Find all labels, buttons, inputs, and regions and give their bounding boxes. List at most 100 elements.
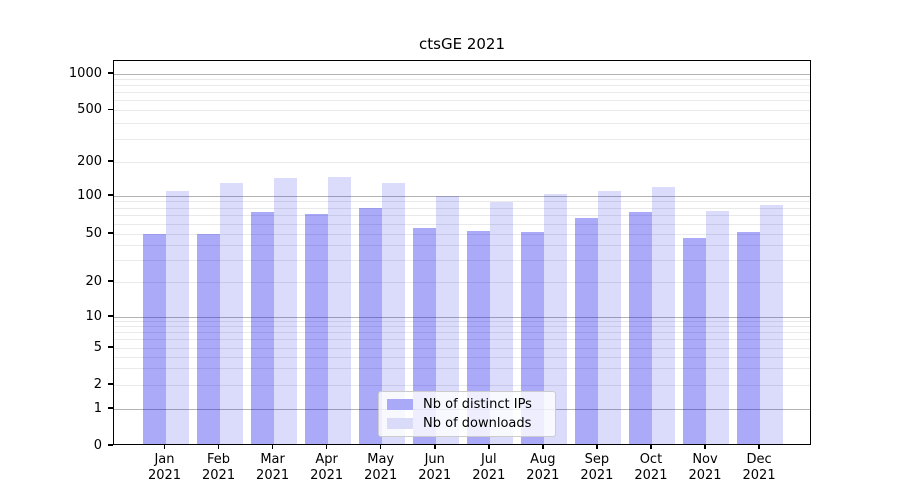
bar-distinct-ips-may [358, 207, 382, 444]
bar-distinct-ips-nov [683, 237, 706, 444]
minor-gridline [114, 356, 810, 358]
x-tick-label-apr: Apr 2021 [297, 452, 357, 484]
bar-downloads-jun [435, 196, 459, 444]
x-tick-month: Dec [746, 452, 772, 467]
legend-swatch-distinct-ips [387, 399, 413, 410]
minor-gridline [114, 326, 810, 328]
x-tick-year: 2021 [526, 468, 560, 483]
legend: Nb of distinct IPs Nb of downloads [378, 391, 556, 437]
x-tick-label-jun: Jun 2021 [405, 452, 465, 484]
y-tick-mark [108, 160, 113, 162]
minor-gridline [114, 79, 810, 81]
bar-distinct-ips-oct [628, 212, 652, 444]
x-tick-year: 2021 [418, 468, 452, 483]
y-tick-label: 100 [77, 187, 102, 203]
minor-gridline [114, 100, 810, 102]
minor-gridline [114, 122, 810, 124]
legend-row-downloads: Nb of downloads [387, 416, 547, 431]
minor-gridline [114, 368, 810, 370]
x-tick-year: 2021 [310, 468, 344, 483]
minor-gridline [114, 215, 810, 217]
bar-distinct-ips-feb [196, 234, 220, 444]
bar-downloads-jul [489, 201, 513, 444]
bar-distinct-ips-mar [250, 212, 274, 444]
legend-row-distinct-ips: Nb of distinct IPs [387, 397, 547, 412]
x-tick-mark [163, 445, 166, 449]
chart-title: ctsGE 2021 [419, 35, 505, 53]
bar-distinct-ips-jul [466, 230, 490, 444]
x-tick-month: Jul [480, 452, 497, 467]
minor-gridline [114, 161, 810, 163]
bar-downloads-mar [273, 177, 297, 444]
x-tick-mark [758, 445, 760, 449]
bar-distinct-ips-apr [304, 213, 328, 444]
minor-gridline [114, 347, 810, 349]
y-tick-mark [108, 315, 113, 317]
x-tick-month: Aug [530, 452, 556, 467]
x-tick-month: May [367, 452, 395, 467]
minor-gridline [114, 384, 810, 386]
plot-area [113, 60, 811, 445]
x-tick-year: 2021 [202, 468, 236, 483]
minor-gridline [114, 281, 810, 283]
x-tick-mark [325, 445, 328, 449]
x-tick-label-nov: Nov 2021 [675, 452, 735, 484]
x-tick-year: 2021 [147, 468, 182, 483]
y-tick-label: 1 [93, 400, 102, 416]
x-tick-label-feb: Feb 2021 [189, 452, 249, 484]
x-tick-label-aug: Aug 2021 [513, 452, 573, 484]
x-tick-label-oct: Oct 2021 [621, 452, 681, 484]
bar-downloads-feb [219, 183, 243, 444]
bar-downloads-dec [760, 204, 784, 444]
y-tick-mark [108, 194, 113, 196]
legend-label-distinct-ips: Nb of distinct IPs [423, 397, 532, 412]
x-tick-label-may: May 2021 [351, 452, 411, 484]
y-tick-label: 0 [93, 437, 102, 453]
x-tick-label-sep: Sep 2021 [567, 452, 627, 484]
y-tick-mark [108, 444, 113, 446]
y-tick-mark [108, 346, 113, 348]
y-tick-mark [108, 72, 113, 74]
x-tick-mark [488, 445, 490, 449]
y-tick-mark [108, 108, 113, 111]
minor-gridline [114, 223, 810, 225]
x-tick-month: Jan [154, 452, 175, 467]
legend-label-downloads: Nb of downloads [423, 416, 532, 431]
bar-downloads-sep [597, 191, 621, 444]
bar-downloads-nov [706, 210, 729, 444]
minor-gridline [114, 321, 810, 323]
y-tick-label: 500 [77, 102, 102, 117]
x-tick-year: 2021 [472, 468, 506, 483]
x-tick-year: 2021 [742, 468, 776, 483]
bar-distinct-ips-jun [412, 227, 436, 444]
x-tick-mark [271, 445, 274, 449]
x-tick-label-jul: Jul 2021 [459, 452, 519, 484]
x-tick-mark [596, 445, 598, 449]
bar-downloads-jan [165, 191, 189, 444]
minor-gridline [114, 245, 810, 247]
x-tick-month: Apr [315, 452, 338, 467]
x-tick-mark [704, 445, 706, 449]
x-tick-mark [379, 445, 382, 449]
legend-swatch-downloads [387, 418, 413, 429]
minor-gridline [114, 110, 810, 111]
minor-gridline [114, 201, 810, 203]
x-tick-year: 2021 [688, 468, 722, 483]
y-tick-label: 50 [85, 225, 102, 241]
y-tick-label: 2 [93, 376, 102, 392]
x-tick-year: 2021 [256, 468, 290, 483]
x-tick-label-mar: Mar 2021 [243, 452, 303, 484]
x-tick-month: Mar [260, 452, 285, 467]
bar-distinct-ips-jan [142, 234, 166, 444]
minor-gridline [114, 339, 810, 341]
x-tick-month: Feb [207, 452, 231, 467]
x-tick-month: Nov [692, 452, 718, 467]
bar-downloads-apr [327, 176, 351, 444]
minor-gridline [114, 260, 810, 262]
major-gridline [114, 195, 810, 197]
minor-gridline [114, 233, 810, 235]
x-tick-mark [434, 445, 436, 449]
minor-gridline [114, 85, 810, 87]
y-tick-mark [108, 280, 113, 282]
